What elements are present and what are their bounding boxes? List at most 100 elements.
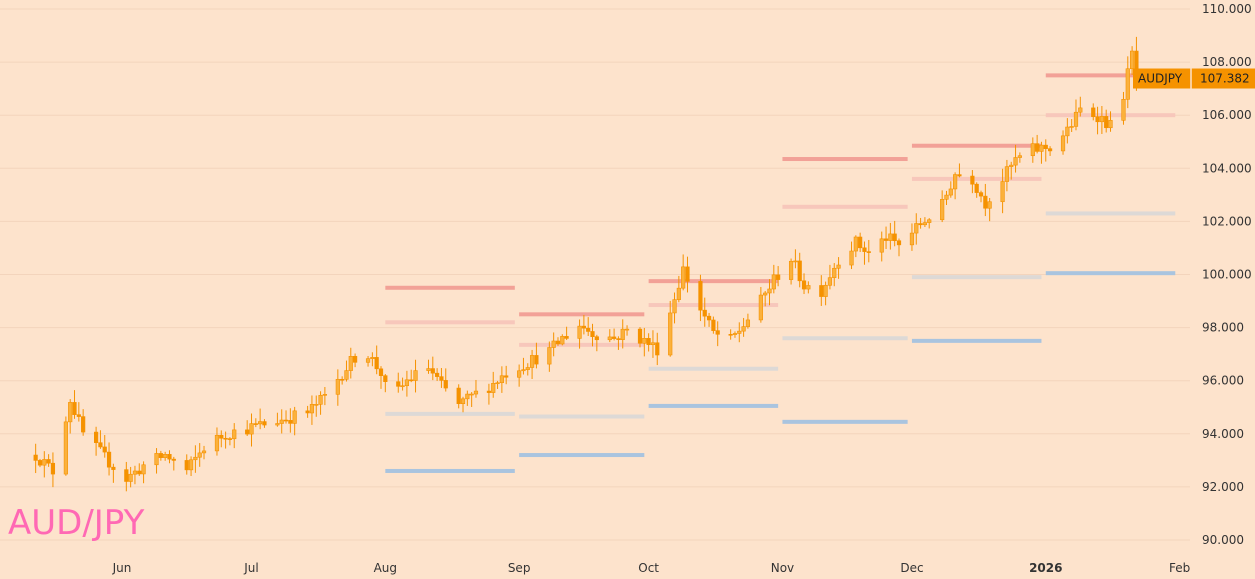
x-tick-label: Feb xyxy=(1169,561,1190,575)
candle-body xyxy=(184,460,189,471)
candle-body xyxy=(776,274,781,280)
candle-body xyxy=(439,376,444,381)
candle-body xyxy=(741,326,746,332)
y-axis: 110.000 108.000 106.000 104.000 102.000 100.0… xyxy=(1202,2,1252,547)
candle-body xyxy=(767,288,772,294)
candle-body xyxy=(340,378,345,381)
pivot-r2-line xyxy=(648,279,779,284)
candle-body xyxy=(564,336,569,339)
candle-body xyxy=(262,421,267,426)
candle-body xyxy=(655,342,660,356)
pivot-r2-line xyxy=(782,157,908,162)
candle-body xyxy=(685,266,690,282)
price-badge-background xyxy=(1133,68,1255,89)
candle-body xyxy=(1030,143,1035,157)
candle-body xyxy=(698,281,703,311)
candle-body xyxy=(953,174,958,190)
candle-body xyxy=(396,381,401,387)
candle-body xyxy=(378,368,384,376)
candle-body xyxy=(443,380,448,389)
pivot-s1-line xyxy=(1045,271,1176,276)
pivot-p-line xyxy=(782,336,908,341)
candle-body xyxy=(914,223,919,234)
candle-body xyxy=(456,387,461,405)
candle-body xyxy=(63,421,68,475)
candle-body xyxy=(637,328,643,344)
candle-body xyxy=(473,390,479,395)
candle-body xyxy=(1091,107,1096,117)
candle-body xyxy=(853,236,858,252)
candle-body xyxy=(201,450,207,454)
candle-body xyxy=(896,240,902,246)
candle-body xyxy=(620,328,625,340)
candle-body xyxy=(1000,181,1005,203)
candle-body xyxy=(806,285,811,290)
candle-body xyxy=(978,192,984,197)
candle-body xyxy=(970,175,975,185)
candle-body xyxy=(232,429,237,440)
candle-body xyxy=(469,393,474,396)
candle-body xyxy=(551,340,556,348)
candle-body xyxy=(102,446,107,453)
candle-body xyxy=(1099,116,1104,123)
candle-body xyxy=(72,402,77,415)
x-tick-label: Jul xyxy=(243,561,258,575)
candle-body xyxy=(1078,107,1083,113)
candle-body xyxy=(534,355,539,365)
candle-body xyxy=(581,325,586,329)
candle-body xyxy=(46,459,51,464)
candle-body xyxy=(383,375,388,382)
candle-body xyxy=(245,429,250,435)
x-tick-label: Nov xyxy=(771,561,794,575)
candle-body xyxy=(1060,135,1066,152)
x-tick-label: Sep xyxy=(508,561,531,575)
pivot-r1-line xyxy=(519,342,645,347)
candle-body xyxy=(111,466,116,470)
candle-body xyxy=(728,334,733,336)
pivot-r2-line xyxy=(1045,73,1176,78)
candle-body xyxy=(940,199,945,221)
candle-body xyxy=(819,285,824,297)
candle-body xyxy=(1043,144,1048,149)
candle-body xyxy=(348,356,353,371)
candle-body xyxy=(586,327,591,332)
candle-body xyxy=(763,292,768,296)
candle-body xyxy=(370,357,375,359)
candle-body xyxy=(98,442,103,448)
candle-body xyxy=(223,437,228,440)
candle-body xyxy=(1009,164,1014,167)
candle-body xyxy=(279,419,284,424)
candle-body xyxy=(611,336,617,339)
candle-body xyxy=(1017,155,1022,158)
price-badge: AUDJPY 107.382 xyxy=(1133,68,1255,89)
candle-body xyxy=(681,266,686,289)
candle-body xyxy=(137,470,142,475)
candle-body xyxy=(858,236,863,249)
candle-body xyxy=(33,454,38,461)
candle-body xyxy=(486,390,492,393)
candle-body xyxy=(309,404,315,414)
candle-body xyxy=(322,394,327,396)
candle-body xyxy=(50,462,56,475)
candle-body xyxy=(374,357,379,370)
x-tick-label: Oct xyxy=(638,561,659,575)
y-tick-label: 96.000 xyxy=(1202,374,1244,388)
candle-body xyxy=(616,338,621,340)
candle-body xyxy=(793,260,798,263)
candle-body xyxy=(957,174,962,177)
candle-body xyxy=(888,233,893,241)
pair-title: AUD/JPY xyxy=(8,503,145,543)
candle-body xyxy=(426,368,431,371)
candle-body xyxy=(624,328,630,331)
candle-body xyxy=(275,423,280,426)
candle-body xyxy=(288,420,293,424)
pivot-s1-line xyxy=(519,453,645,458)
candle-body xyxy=(76,414,81,417)
candle-body xyxy=(499,375,504,384)
candle-body xyxy=(918,223,923,226)
candle-body xyxy=(167,454,172,460)
candle-body xyxy=(737,330,742,334)
x-tick-label: Jun xyxy=(112,561,132,575)
y-tick-label: 102.000 xyxy=(1202,214,1252,228)
